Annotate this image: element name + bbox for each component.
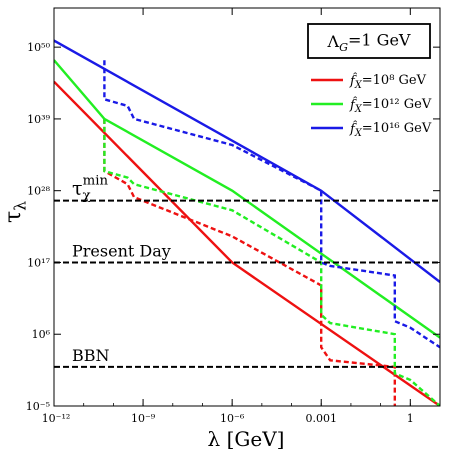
legend-label: f̂X=10¹² GeV: [349, 96, 432, 115]
y-tick-label: 10⁻⁵: [26, 400, 50, 413]
x-tick-label: 10⁻⁹: [131, 412, 156, 425]
plot-frame: [53, 7, 441, 407]
series-line-dashed: [103, 118, 440, 406]
reference-line-label: Present Day: [72, 241, 171, 260]
axis-ticks: [53, 8, 440, 407]
y-tick-label: 10³⁹: [27, 113, 50, 126]
reference-lines: [54, 199, 440, 368]
reference-line-label: BBN: [72, 346, 110, 365]
legend-label: f̂X=10¹⁶ GeV: [349, 120, 432, 139]
data-lines: [54, 39, 440, 406]
series-line-solid: [54, 59, 440, 339]
y-tick-label: 10¹⁷: [27, 256, 50, 269]
series-line-dashed: [103, 118, 396, 406]
reference-labels: τχmin Present Day BBN: [72, 174, 171, 365]
y-tick-label: 10²⁸: [27, 185, 50, 198]
x-tick-label: 1: [407, 412, 414, 425]
lambda-g-label: ΛG=1 GeV: [327, 30, 411, 54]
y-axis-label: τλ: [1, 201, 29, 223]
legend-label: f̂X=10⁸ GeV: [349, 72, 427, 91]
reference-line-label: τχmin: [72, 174, 108, 204]
x-tick-label: 0.001: [305, 412, 337, 425]
series-line-dashed: [103, 60, 440, 349]
x-tick-label: 10⁻¹²: [42, 412, 71, 425]
lambda-g-annotation: ΛG=1 GeV: [307, 23, 431, 59]
legend: f̂X=10⁸ GeV f̂X=10¹² GeV f̂X=10¹⁶ GeV: [311, 72, 432, 139]
axis-tick-labels: 10⁻¹² 10⁻⁹ 10⁻⁶ 0.001 1 10⁻⁵ 10⁶ 10¹⁷ 10²⁸ 10³⁹ 10…: [26, 41, 414, 425]
y-tick-label: 10⁶: [32, 328, 51, 341]
x-tick-label: 10⁻⁶: [220, 412, 245, 425]
series-line-solid: [54, 80, 440, 406]
x-axis-label: λ [GeV]: [208, 427, 285, 451]
y-tick-label: 10⁵⁰: [27, 41, 50, 54]
series-line-solid: [54, 39, 440, 283]
